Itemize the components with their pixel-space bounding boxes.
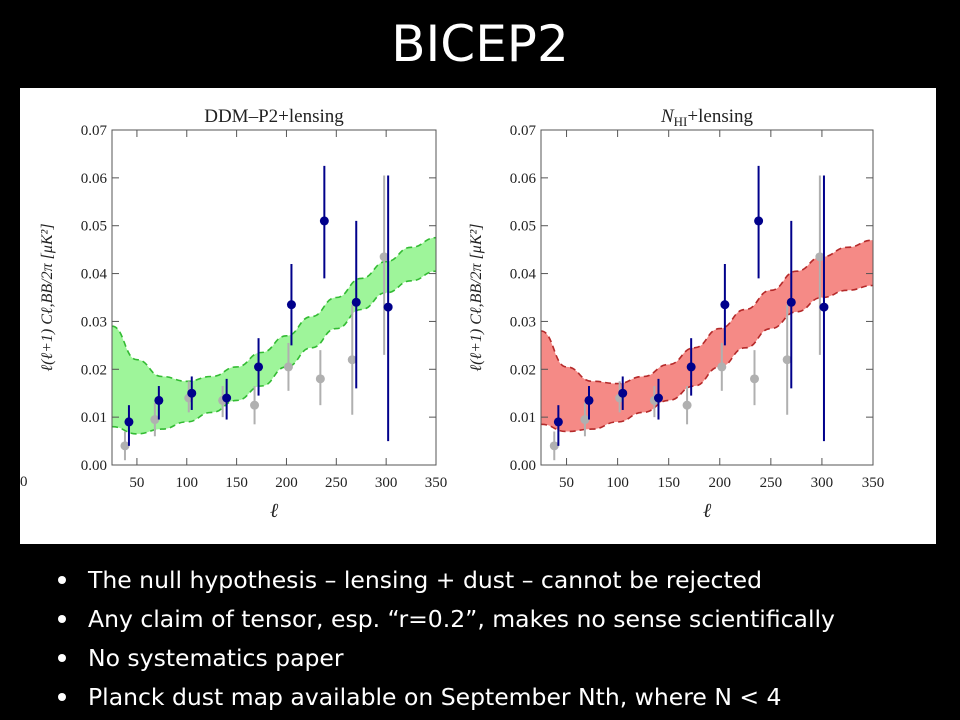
y-tick-label: 0.07 [510, 123, 537, 139]
x-axis-label: ℓ [703, 500, 712, 522]
bullet-item: The null hypothesis – lensing + dust – c… [58, 562, 948, 601]
data-point [686, 362, 696, 372]
y-tick-label: 0.06 [81, 171, 108, 187]
data-point [618, 388, 628, 398]
data-point [549, 441, 559, 451]
data-point [319, 216, 329, 226]
x-tick-label: 50 [559, 475, 574, 491]
y-tick-label: 0.04 [81, 267, 108, 283]
y-axis-label: ℓ(ℓ+1) Cℓ,BB/2π [μK²] [39, 223, 56, 371]
data-point [682, 400, 692, 410]
x-tick-label: 350 [862, 475, 885, 491]
x-tick-label: 100 [176, 475, 199, 491]
chart-panel-2: 0.00 0.01 0.02 0.03 0.04 0.05 0.06 0.07 50 100 150… [468, 106, 884, 522]
bullet-dot [58, 615, 66, 623]
x-tick-label: 300 [375, 475, 398, 491]
model-band [541, 240, 873, 432]
data-point [819, 302, 829, 312]
data-point [347, 355, 357, 365]
y-tick-label: 0.03 [510, 314, 536, 330]
x-tick-label: 150 [657, 475, 680, 491]
y-tick-label: 0.05 [81, 219, 107, 235]
data-point [154, 395, 164, 405]
data-point [124, 417, 134, 427]
x-tick-label: 200 [709, 475, 732, 491]
bullet-dot [58, 576, 66, 584]
x-axis-label: ℓ [270, 500, 279, 522]
x-tick-label: 150 [225, 475, 248, 491]
chart-panel-1: 0.00 0.01 0.02 0.03 0.04 0.05 0.06 0.07 50 100 150… [39, 106, 447, 522]
data-point [720, 300, 730, 310]
slide-title: BICEP2 [391, 15, 569, 73]
data-point [750, 374, 760, 384]
bullet-text: Any claim of tensor, esp. “r=0.2”, makes… [88, 605, 835, 633]
y-tick-label: 0.00 [510, 458, 536, 474]
data-point [150, 415, 160, 425]
data-point [286, 300, 296, 310]
x-tick-label: 250 [325, 475, 348, 491]
y-tick-label: 0.02 [81, 362, 107, 378]
data-point [283, 362, 293, 372]
y-tick-label: 0.07 [81, 123, 108, 139]
y-tick-label: 0.03 [81, 314, 107, 330]
y-tick-label: 0.05 [510, 219, 536, 235]
bb-spectrum-figure: 0 0.00 0.01 0.02 0.03 0.04 0.05 0.06 0.07 50 100 1… [20, 106, 884, 522]
x-tick-label: 50 [129, 475, 144, 491]
y-tick-label: 0.01 [81, 410, 107, 426]
bullet-text: The null hypothesis – lensing + dust – c… [88, 566, 763, 594]
bullet-item: Planck dust map available on September N… [58, 679, 948, 718]
data-point [250, 400, 260, 410]
bullet-text: Planck dust map available on September N… [88, 683, 782, 711]
bullet-list: The null hypothesis – lensing + dust – c… [58, 562, 948, 718]
data-point [383, 302, 393, 312]
chart-title: NHI+lensing [660, 106, 754, 129]
data-point [222, 393, 232, 403]
data-point [187, 388, 197, 398]
data-point [653, 393, 663, 403]
x-tick-label: 200 [275, 475, 298, 491]
data-point [717, 362, 727, 372]
data-point [351, 297, 361, 307]
figure-panel: 0 0.00 0.01 0.02 0.03 0.04 0.05 0.06 0.07 50 100 1… [20, 88, 936, 544]
data-point [584, 395, 594, 405]
data-point [754, 216, 764, 226]
data-point [120, 441, 130, 451]
model-band [112, 237, 436, 434]
y-tick-label: 0.06 [510, 171, 537, 187]
stray-tick-label: 0 [20, 474, 28, 490]
bullet-text: No systematics paper [88, 644, 344, 672]
data-point [553, 417, 563, 427]
bullet-item: Any claim of tensor, esp. “r=0.2”, makes… [58, 601, 948, 640]
data-point [254, 362, 264, 372]
bullet-dot [58, 654, 66, 662]
band-lower-edge [540, 284, 874, 433]
data-point [786, 297, 796, 307]
bullet-item: No systematics paper [58, 640, 948, 679]
plot-frame [540, 129, 874, 466]
y-tick-label: 0.04 [510, 267, 537, 283]
plot-frame [111, 129, 437, 466]
x-tick-label: 300 [811, 475, 834, 491]
y-tick-label: 0.02 [510, 362, 536, 378]
data-point [815, 252, 825, 262]
y-tick-label: 0.00 [81, 458, 107, 474]
y-tick-label: 0.01 [510, 410, 536, 426]
data-point [379, 252, 389, 262]
data-point [315, 374, 325, 384]
x-tick-label: 350 [425, 475, 448, 491]
chart-title: DDM–P2+lensing [204, 106, 344, 127]
data-point [782, 355, 792, 365]
x-tick-label: 250 [760, 475, 783, 491]
data-point [580, 415, 590, 425]
x-tick-label: 100 [606, 475, 629, 491]
bullet-dot [58, 693, 66, 701]
y-axis-label: ℓ(ℓ+1) Cℓ,BB/2π [μK²] [468, 223, 485, 371]
